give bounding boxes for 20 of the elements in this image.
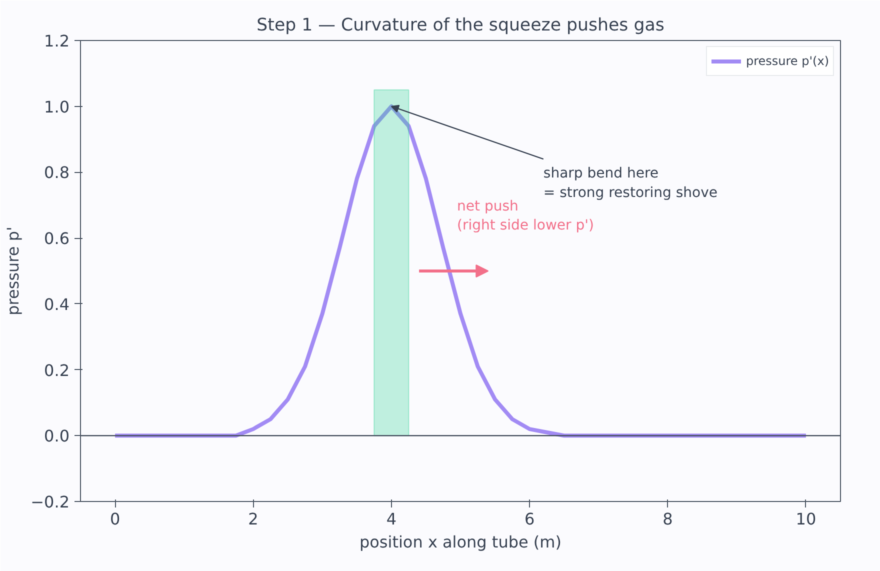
x-tick-label: 4 — [386, 510, 397, 528]
y-tick-label: −0.2 — [30, 492, 70, 512]
x-tick-label: 2 — [248, 510, 258, 528]
y-tick-label: 0.8 — [44, 163, 70, 182]
y-tick-label: 1.2 — [44, 32, 70, 50]
x-tick-label: 6 — [524, 510, 535, 528]
x-tick-label: 0 — [110, 510, 120, 528]
y-tick-label: 1.0 — [44, 97, 70, 116]
annotation: net push (right side lower p') — [457, 198, 594, 234]
x-tick-label: 8 — [662, 510, 673, 528]
annotation: sharp bend here = strong restoring shove — [543, 166, 718, 201]
y-axis-title: pressure p' — [4, 226, 23, 316]
y-tick-label: 0.6 — [44, 229, 70, 248]
legend-label: pressure p'(x) — [746, 54, 829, 68]
chart-title: Step 1 — Curvature of the squeeze pushes gas — [256, 16, 664, 36]
y-tick-label: 0.0 — [44, 426, 70, 446]
x-axis-title: position x along tube (m) — [359, 532, 562, 552]
y-tick-label: 0.2 — [44, 360, 70, 380]
x-tick-label: 10 — [796, 510, 816, 528]
y-tick-label: 0.4 — [44, 294, 70, 314]
